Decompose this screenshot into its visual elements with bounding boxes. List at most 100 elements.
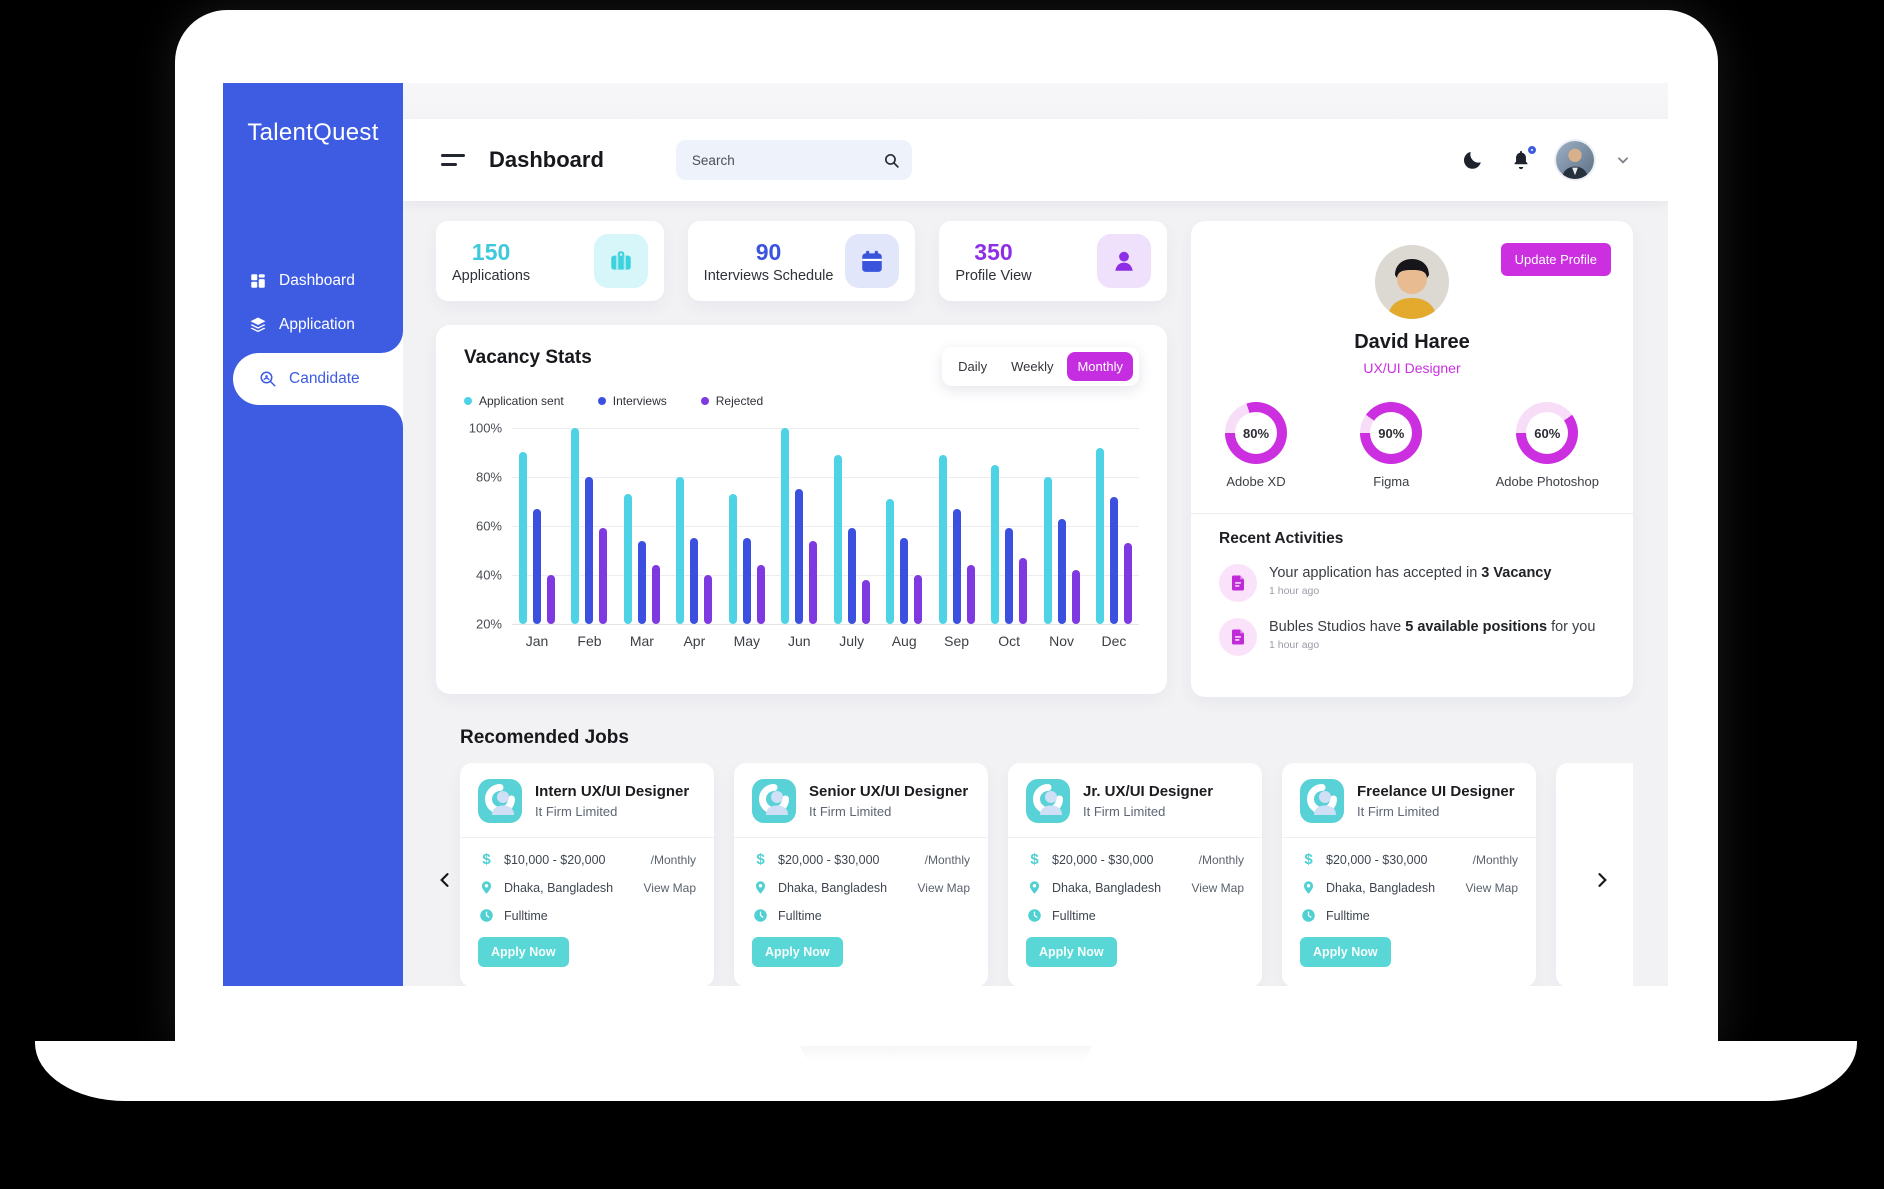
sidebar-item-label: Dashboard	[279, 272, 355, 289]
gridline	[512, 428, 1139, 429]
update-profile-button[interactable]: Update Profile	[1500, 243, 1611, 276]
y-tick: 60%	[475, 518, 502, 534]
sidebar-item-dashboard[interactable]: Dashboard	[223, 259, 403, 303]
activity-item: Bubles Studios have 5 available position…	[1219, 618, 1605, 656]
job-card-intern-ux-ui-designer: Intern UX/UI Designer It Firm Limited $ $10…	[460, 763, 714, 986]
apply-now-button[interactable]: Apply Now	[752, 937, 843, 967]
vacancy-stats-card: Vacancy Stats Daily Weekly Monthly Applica…	[436, 325, 1167, 694]
bar-rejected	[599, 528, 608, 624]
chart-legend: Application sent Interviews Rejected	[464, 394, 1139, 408]
job-detail-row: Fulltime	[1026, 907, 1244, 924]
bar-rejected	[651, 565, 660, 624]
user-avatar[interactable]	[1556, 141, 1594, 179]
bar-interviews	[1057, 519, 1066, 624]
sidebar-item-label: Application	[279, 316, 355, 333]
job-title: Jr. UX/UI Designer	[1083, 783, 1214, 800]
skill-figma: 90% Figma	[1360, 402, 1423, 489]
x-tick: Mar	[629, 633, 654, 649]
dark-mode-icon[interactable]	[1460, 147, 1486, 173]
job-card-header: Jr. UX/UI Designer It Firm Limited	[1008, 763, 1262, 838]
sidebar: TalentQuest Dashboard Application Candidat…	[223, 83, 403, 986]
view-map-link[interactable]: View Map	[643, 880, 696, 895]
view-map-link[interactable]: View Map	[917, 880, 970, 895]
stat-value: 350	[974, 238, 1013, 265]
job-detail-text: Dhaka, Bangladesh	[1052, 880, 1162, 895]
x-tick: July	[839, 633, 865, 649]
bar-group-mar	[621, 428, 663, 624]
apply-now-button[interactable]: Apply Now	[1300, 937, 1391, 967]
job-detail-row: Dhaka, Bangladesh View Map	[1300, 879, 1518, 896]
job-card-body: $ $10,000 - $20,000/Monthly Dhaka, Banglad…	[460, 838, 714, 935]
app-screen: TalentQuest Dashboard Application Candidat…	[223, 83, 1668, 986]
notifications-bell-icon[interactable]	[1508, 144, 1538, 173]
menu-icon[interactable]	[441, 154, 467, 166]
recommended-jobs-title: Recomended Jobs	[460, 727, 629, 748]
y-tick: 100%	[468, 420, 502, 436]
clock-icon	[1026, 907, 1043, 924]
tab-monthly[interactable]: Monthly	[1067, 352, 1133, 381]
job-detail-text: Fulltime	[778, 908, 822, 923]
tab-daily[interactable]: Daily	[958, 359, 988, 374]
bar-application-sent	[886, 499, 895, 624]
search-box	[675, 140, 912, 180]
job-card-titles: Intern UX/UI Designer It Firm Limited	[535, 783, 689, 819]
carousel-prev-icon[interactable]	[432, 867, 458, 893]
job-detail-text: Dhaka, Bangladesh	[1326, 880, 1436, 895]
location-pin-icon	[1300, 879, 1317, 896]
bar-interviews	[1109, 497, 1118, 624]
bar-group-may	[726, 428, 768, 624]
view-map-link[interactable]: View Map	[1191, 880, 1244, 895]
chart-x-axis: Jan Feb Mar Apr May Jun July Aug Sep Oct Nov Dec	[512, 633, 1139, 649]
bar-group-oct	[988, 428, 1030, 624]
sidebar-item-candidate[interactable]: Candidate	[233, 331, 403, 427]
x-tick: Sep	[944, 633, 970, 649]
apply-now-button[interactable]: Apply Now	[478, 937, 569, 967]
job-company: It Firm Limited	[809, 804, 892, 819]
tab-weekly[interactable]: Weekly	[1011, 359, 1054, 374]
bar-application-sent	[519, 452, 527, 624]
profile-dropdown-chevron-icon[interactable]	[1616, 153, 1630, 167]
job-detail-row: $ $10,000 - $20,000/Monthly	[478, 851, 696, 868]
recent-activities: Recent Activities Your application has a…	[1191, 513, 1633, 656]
briefcase-icon	[593, 234, 648, 288]
apply-now-button[interactable]: Apply Now	[1026, 937, 1117, 967]
search-input[interactable]	[691, 152, 883, 168]
brand-logo: TalentQuest	[247, 119, 379, 146]
sidebar-item-label: Candidate	[289, 370, 360, 387]
laptop-base	[35, 1041, 1857, 1101]
stats-row: 150 Applications 90 Interviews Schedule 350 P…	[436, 221, 1168, 301]
stat-card-profile-view: 350 Profile View	[939, 221, 1168, 301]
y-tick: 40%	[475, 567, 502, 583]
grid-icon	[249, 272, 267, 290]
view-map-link[interactable]: View Map	[1465, 880, 1518, 895]
skill-label: Adobe XD	[1226, 474, 1286, 489]
job-card-body: $ $20,000 - $30,000/Monthly Dhaka, Banglad…	[734, 838, 988, 935]
location-pin-icon	[1026, 879, 1043, 896]
gridline	[512, 526, 1139, 527]
job-detail-text: Fulltime	[1052, 908, 1096, 923]
bar-rejected	[1123, 543, 1132, 624]
bar-application-sent	[781, 428, 790, 624]
job-detail-row: $ $20,000 - $30,000/Monthly	[752, 851, 970, 868]
bar-group-dec	[1093, 428, 1135, 624]
calendar-icon	[845, 234, 900, 288]
search-icon[interactable]	[883, 152, 900, 169]
bar-rejected	[809, 541, 818, 624]
job-detail-row: $ $20,000 - $30,000/Monthly	[1026, 851, 1244, 868]
sidebar-item-application[interactable]: Application	[223, 303, 403, 347]
clock-icon	[1300, 907, 1317, 924]
carousel-next-icon[interactable]	[1589, 867, 1615, 893]
gridline	[512, 477, 1139, 478]
job-detail-text: Dhaka, Bangladesh	[504, 880, 614, 895]
bar-interviews	[533, 509, 541, 624]
content: 150 Applications 90 Interviews Schedule 350 P…	[403, 201, 1668, 986]
bar-application-sent	[571, 428, 580, 624]
company-logo-icon	[1300, 779, 1344, 823]
recent-activities-title: Recent Activities	[1219, 530, 1344, 547]
salary-period-label: /Monthly	[924, 852, 970, 867]
job-detail-row: Dhaka, Bangladesh View Map	[1026, 879, 1244, 896]
clock-icon	[752, 907, 769, 924]
bar-interviews	[900, 538, 909, 624]
salary-period-label: /Monthly	[1198, 852, 1244, 867]
